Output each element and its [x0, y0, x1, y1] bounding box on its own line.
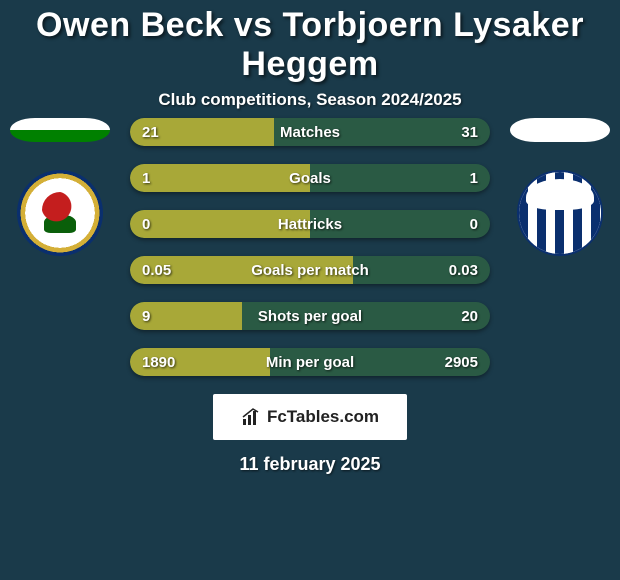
content-area: 21Matches31 1Goals1 0Hattricks0 0.05Goals p…	[0, 118, 620, 475]
blackburn-rovers-badge-icon	[17, 170, 103, 256]
stat-label: Goals	[130, 170, 490, 187]
stat-label: Min per goal	[130, 354, 490, 371]
stat-bar: 21Matches31	[130, 118, 490, 146]
stat-bars: 21Matches31 1Goals1 0Hattricks0 0.05Goals p…	[130, 118, 490, 376]
stat-bar: 0Hattricks0	[130, 210, 490, 238]
stat-bar: 1Goals1	[130, 164, 490, 192]
stat-label: Goals per match	[130, 262, 490, 279]
wales-flag-icon	[10, 118, 110, 142]
stat-value-right: 31	[461, 124, 478, 141]
date-label: 11 february 2025	[0, 454, 620, 475]
stat-value-right: 2905	[445, 354, 478, 371]
comparison-infographic: Owen Beck vs Torbjoern Lysaker Heggem Cl…	[0, 0, 620, 580]
fctables-logo: FcTables.com	[213, 394, 407, 440]
stat-label: Matches	[130, 124, 490, 141]
stat-value-right: 1	[470, 170, 478, 187]
stat-value-right: 0.03	[449, 262, 478, 279]
stat-value-right: 20	[461, 308, 478, 325]
player-left-column	[10, 118, 110, 256]
subtitle: Club competitions, Season 2024/2025	[0, 90, 620, 110]
stat-bar: 1890Min per goal2905	[130, 348, 490, 376]
page-title: Owen Beck vs Torbjoern Lysaker Heggem	[0, 0, 620, 84]
west-brom-badge-icon	[517, 170, 603, 256]
stat-label: Shots per goal	[130, 308, 490, 325]
fctables-logo-text: FcTables.com	[267, 407, 379, 427]
chart-icon	[241, 407, 261, 427]
stat-bar: 0.05Goals per match0.03	[130, 256, 490, 284]
stat-value-right: 0	[470, 216, 478, 233]
norway-flag-icon	[510, 118, 610, 142]
player-right-column	[510, 118, 610, 256]
stat-bar: 9Shots per goal20	[130, 302, 490, 330]
stat-label: Hattricks	[130, 216, 490, 233]
